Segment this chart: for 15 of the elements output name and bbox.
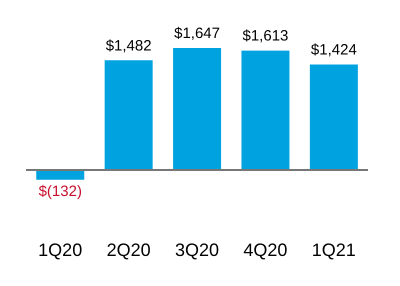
bar xyxy=(173,48,222,170)
bar xyxy=(104,60,153,170)
data-label: $(132) xyxy=(38,183,82,200)
bar xyxy=(310,64,358,170)
bar xyxy=(36,170,84,180)
data-label: $1,482 xyxy=(106,37,152,54)
data-label: $1,613 xyxy=(242,28,288,45)
data-label: $1,424 xyxy=(310,42,357,59)
x-tick-label: 1Q21 xyxy=(312,240,356,260)
bar xyxy=(241,50,290,170)
x-tick-label: 1Q20 xyxy=(38,240,82,260)
data-label: $1,647 xyxy=(174,25,220,42)
x-tick-label: 2Q20 xyxy=(106,240,151,260)
x-tick-label: 4Q20 xyxy=(243,240,288,260)
x-tick-label: 3Q20 xyxy=(174,240,220,260)
